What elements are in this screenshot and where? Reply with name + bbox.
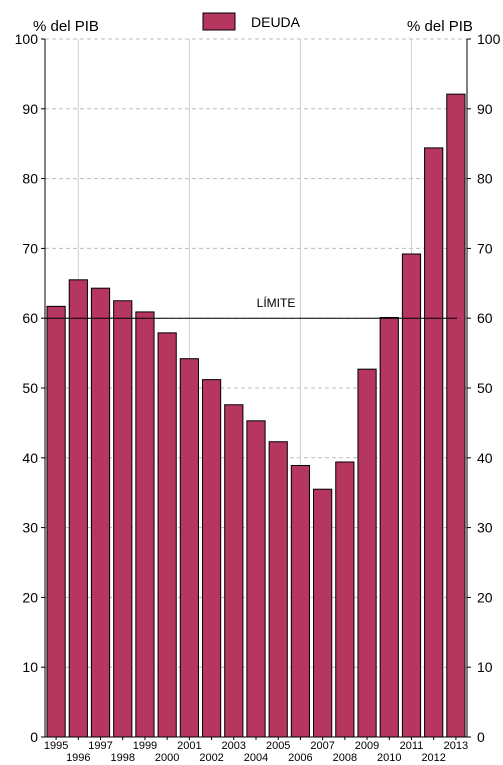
x-tick-label: 2004: [244, 752, 268, 764]
x-tick-label: 2006: [288, 752, 312, 764]
bar: [446, 93, 466, 738]
y-tick-label-left: 80: [22, 171, 38, 187]
y-tick-label-right: 80: [477, 171, 493, 187]
x-tick-label: 2000: [155, 752, 179, 764]
x-tick-label: 2011: [400, 740, 424, 752]
y-tick-label-left: 50: [22, 380, 38, 396]
bar: [424, 147, 444, 738]
y-tick-label-left: 70: [22, 240, 38, 256]
y-tick-label-left: 0: [30, 729, 38, 745]
y-tick-label-right: 70: [477, 240, 493, 256]
legend-label: DEUDA: [251, 14, 301, 30]
bar: [157, 332, 177, 738]
bar: [335, 461, 355, 738]
bar: [268, 441, 288, 738]
y-tick-label-right: 50: [477, 380, 493, 396]
axes: 0 0 10 10 20 20 30 30 40 40 50 50 60 60 70 70 80 80 90 90 10…: [15, 31, 501, 764]
bar: [224, 404, 244, 738]
x-tick-label: 2005: [266, 740, 290, 752]
y-tick-label-left: 100: [15, 31, 39, 47]
x-tick-label: 1999: [133, 740, 157, 752]
y-tick-label-right: 30: [477, 520, 493, 536]
y-tick-label-right: 100: [477, 31, 501, 47]
x-tick-label: 2002: [199, 752, 223, 764]
x-tick-label: 2003: [222, 740, 246, 752]
reference-line-label: LÍMITE: [257, 295, 296, 310]
x-tick-label: 2001: [177, 740, 201, 752]
y-tick-label-right: 90: [477, 101, 493, 117]
bar: [401, 253, 422, 738]
bar: [135, 311, 155, 738]
bar: [246, 420, 266, 738]
y-tick-label-left: 90: [22, 101, 38, 117]
y-tick-label-right: 10: [477, 659, 493, 675]
reference-line-group: LÍMITE: [45, 295, 457, 319]
bar: [68, 279, 88, 738]
x-tick-label: 1995: [44, 740, 68, 752]
y-tick-label-left: 20: [22, 589, 38, 605]
y-tick-label-left: 40: [22, 450, 38, 466]
y-tick-label-right: 40: [477, 450, 493, 466]
x-tick-label: 1997: [88, 740, 112, 752]
y-tick-label-left: 60: [22, 310, 38, 326]
bar: [290, 464, 311, 738]
y-tick-label-left: 30: [22, 520, 38, 536]
bar: [201, 379, 222, 738]
y-tick-label-right: 20: [477, 589, 493, 605]
x-tick-label: 1996: [66, 752, 90, 764]
x-tick-label: 2013: [444, 740, 468, 752]
bar: [113, 300, 133, 738]
y-tick-label-left: 10: [22, 659, 38, 675]
x-tick-label: 2012: [421, 752, 445, 764]
bar: [46, 305, 66, 738]
bar: [313, 488, 333, 738]
x-tick-label: 2009: [355, 740, 379, 752]
bar-series: [46, 93, 466, 738]
legend-swatch: [202, 12, 236, 31]
x-tick-label: 2010: [377, 752, 401, 764]
y-tick-label-right: 60: [477, 310, 493, 326]
y-unit-right: % del PIB: [407, 18, 473, 35]
y-tick-label-right: 0: [477, 729, 485, 745]
bar: [179, 358, 199, 738]
legend: DEUDA: [202, 12, 301, 31]
x-tick-label: 2008: [333, 752, 357, 764]
x-tick-label: 2007: [310, 740, 334, 752]
bar: [90, 287, 111, 738]
y-unit-left: % del PIB: [33, 18, 99, 35]
bar: [357, 368, 377, 738]
x-tick-label: 1998: [110, 752, 134, 764]
bar: [379, 317, 399, 738]
